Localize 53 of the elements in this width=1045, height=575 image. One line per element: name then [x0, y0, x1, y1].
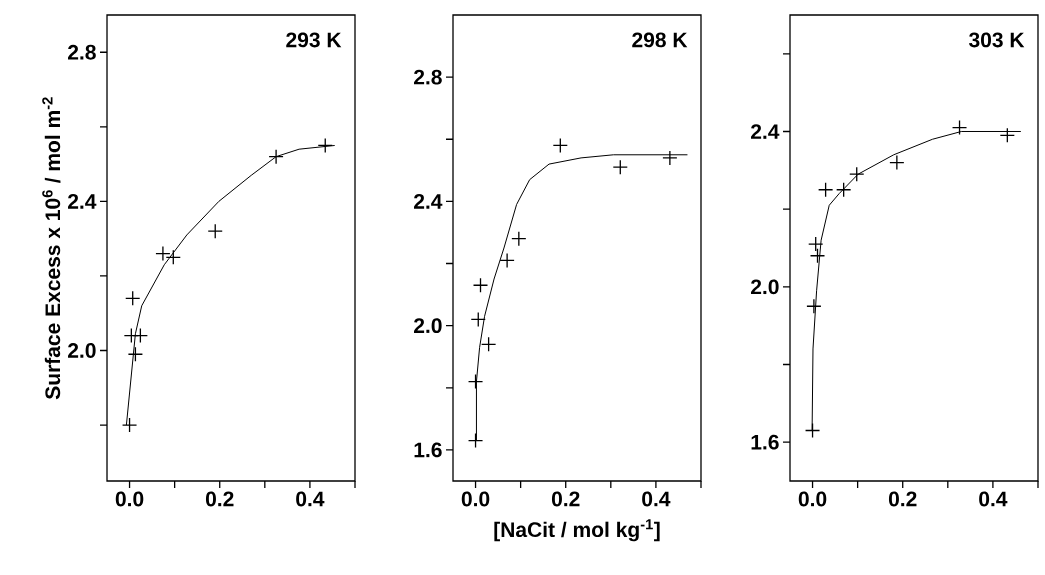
y-tick-label: 2.0 [751, 279, 779, 295]
x-tick-label: 0.2 [551, 491, 580, 507]
y-tick-label: 2.8 [68, 44, 96, 60]
point [817, 182, 834, 198]
x-tick-label: 0.0 [461, 491, 490, 507]
x-tick-label: 0.0 [798, 491, 827, 507]
y-tick-label: 2.4 [414, 194, 443, 209]
point [268, 149, 284, 165]
y-tick-label: 2.4 [68, 194, 97, 209]
point [612, 159, 628, 175]
point [662, 150, 678, 166]
y-tick-label: 1.6 [414, 442, 442, 458]
point [552, 137, 568, 154]
x-tick-label: 0.2 [888, 491, 917, 507]
y-tick-label: 1.6 [751, 434, 779, 450]
point [470, 311, 486, 328]
point [207, 223, 223, 239]
y-tick-label: 2.4 [751, 124, 780, 139]
y-tick-label: 2.8 [414, 69, 442, 85]
point [806, 298, 822, 314]
point [467, 432, 484, 449]
point [809, 248, 826, 264]
point [132, 327, 149, 344]
point [317, 137, 333, 154]
annotation: 303 K [968, 32, 1025, 48]
y-tick-label: 2.0 [68, 343, 96, 358]
point [472, 277, 489, 293]
point [467, 373, 484, 390]
point [121, 417, 138, 433]
point [804, 422, 821, 439]
annotation: 293 K [286, 32, 342, 48]
x-tick-label: 0.4 [979, 491, 1008, 507]
x-tick-label: 0.4 [642, 491, 671, 507]
point [889, 154, 905, 171]
annotation: 298 K [632, 32, 688, 48]
point [849, 166, 865, 182]
point [480, 336, 497, 352]
y-tick-label: 2.0 [414, 318, 442, 334]
y-axis-title: Surface Excess x 10$^{6}$ / mol m$^{-2}$ [42, 97, 61, 400]
point [836, 182, 852, 198]
point [125, 290, 141, 306]
x-tick-label: 0.0 [115, 491, 144, 507]
point [808, 236, 824, 252]
point [999, 127, 1015, 144]
point [499, 252, 515, 269]
x-axis-title: [NaCit / mol kg$^{-1}$] [494, 519, 660, 542]
point [951, 119, 968, 136]
point [155, 245, 171, 262]
x-tick-label: 0.2 [205, 491, 234, 507]
point [165, 249, 181, 265]
x-tick-label: 0.4 [296, 491, 325, 507]
point [127, 346, 144, 362]
point [511, 231, 527, 247]
